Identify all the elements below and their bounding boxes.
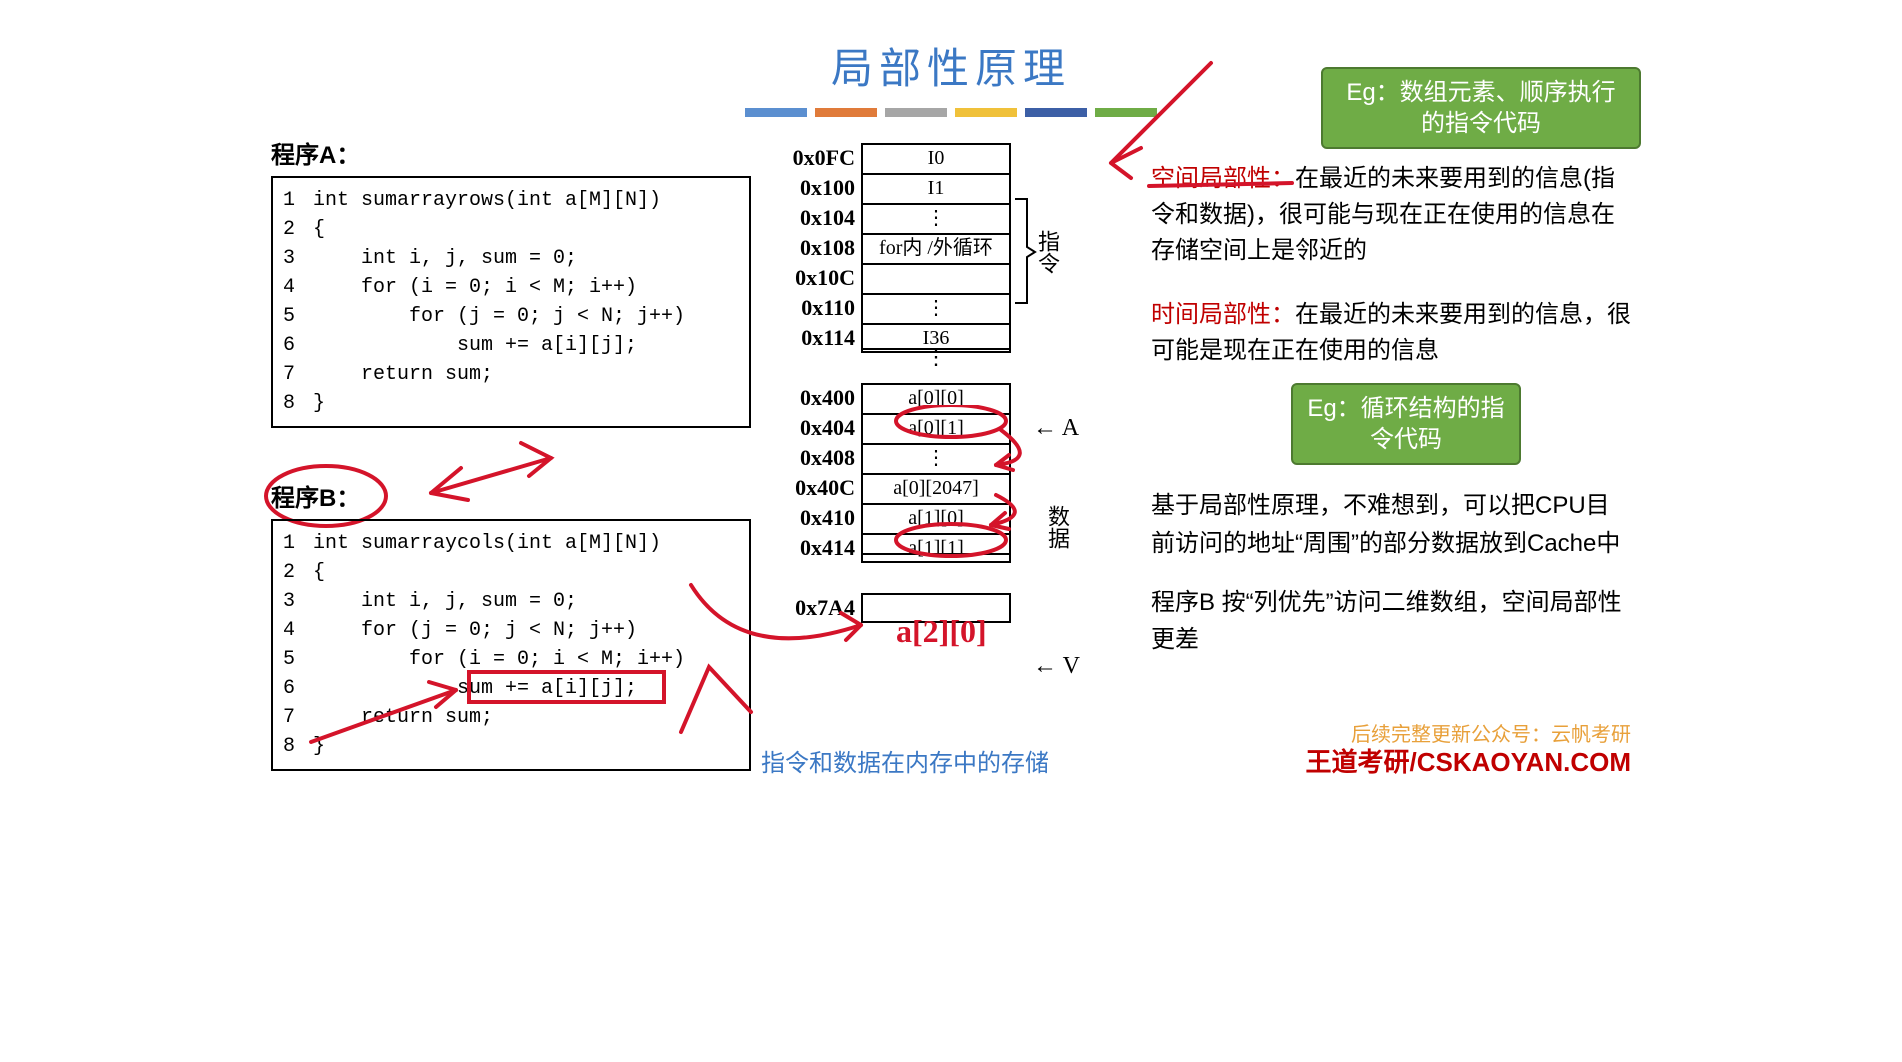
code-line: 8} [283,732,739,761]
code-line: 4 for (i = 0; i < M; i++) [283,273,739,302]
code-line: 8} [283,389,739,418]
mem-cell: a[0][0] [861,383,1011,413]
color-bar [885,108,947,117]
code-line: 3 int i, j, sum = 0; [283,587,739,616]
mem-cell: ⋮ [861,293,1011,323]
mem-cell: I0 [861,143,1011,173]
mem-row: 0x400a[0][0] [781,383,1121,413]
footer-brand: 王道考研/CSKAOYAN.COM [1305,742,1631,779]
code-line: 6 sum += a[i][j]; [283,674,739,703]
mem-row: 0x100I1 [781,173,1121,203]
code-line: 2{ [283,215,739,244]
code-line: 1int sumarrayrows(int a[M][N]) [283,186,739,215]
mem-cell: a[0][1] [861,413,1011,443]
data-side-label: 数据 [1041,505,1073,549]
mem-addr: 0x104 [781,205,861,231]
program-a-code: 1int sumarrayrows(int a[M][N])2{3 int i,… [271,176,751,428]
temporal-term: 时间局部性： [1151,301,1295,328]
mem-cell [861,593,1011,623]
mem-cell: for内 /外循环 [861,233,1011,263]
memory-caption: 指令和数据在内存中的存储 [761,743,1141,778]
mem-addr: 0x408 [781,445,861,471]
memory-table: 0x0FCI00x100I10x104⋮0x108for内 /外循环0x10C0… [781,143,1121,623]
mem-addr: 0x404 [781,415,861,441]
code-line: 4 for (j = 0; j < N; j++) [283,616,739,645]
program-a-label: 程序A： [271,135,751,170]
mem-addr: 0x100 [781,175,861,201]
temporal-def: 时间局部性：在最近的未来要用到的信息，很可能是现在正在使用的信息 [1151,297,1631,369]
callout-spatial-eg: Eg：数组元素、顺序执行的指令代码 [1321,67,1641,149]
mem-row: 0x7A4 [781,593,1121,623]
spatial-term: 空间局部性： [1151,165,1295,192]
mem-addr: 0x40C [781,475,861,501]
arrow-v-label: ← V [1033,653,1080,680]
mem-row: 0x408⋮ [781,443,1121,473]
mem-addr: 0x7A4 [781,595,861,621]
mem-cell: I1 [861,173,1011,203]
mem-addr: 0x414 [781,535,861,561]
mem-row: 0x0FCI0 [781,143,1121,173]
callout-temporal-eg: Eg：循环结构的指令代码 [1291,383,1521,465]
code-line: 2{ [283,558,739,587]
mem-cell [861,263,1011,293]
conclusion1: 基于局部性原理，不难想到，可以把CPU目前访问的地址“周围”的部分数据放到Cac… [1151,487,1631,561]
mem-cell: ⋮ [861,443,1011,473]
code-line: 7 return sum; [283,360,739,389]
mem-gap [781,563,1121,593]
mem-cell: a[0][2047] [861,473,1011,503]
instr-side-label: 指令 [1031,230,1063,274]
color-bar [815,108,877,117]
mem-row: 0x104⋮ [781,203,1121,233]
label-a: A [1062,415,1079,441]
callout2-text: Eg：循环结构的指令代码 [1307,395,1504,453]
color-bar [955,108,1017,117]
mem-addr: 0x0FC [781,145,861,171]
program-b-code: 1int sumarraycols(int a[M][N])2{3 int i,… [271,519,751,771]
conclusion2: 程序B 按“列优先”访问二维数组，空间局部性更差 [1151,584,1631,658]
code-line: 5 for (i = 0; i < M; i++) [283,645,739,674]
mem-addr: 0x400 [781,385,861,411]
mem-row: 0x10C [781,263,1121,293]
color-bar [1025,108,1087,117]
code-line: 3 int i, j, sum = 0; [283,244,739,273]
mem-row: 0x40Ca[0][2047] [781,473,1121,503]
callout1-text: Eg：数组元素、顺序执行的指令代码 [1346,79,1615,137]
mem-cell: ⋮ [861,203,1011,233]
code-line: 7 return sum; [283,703,739,732]
color-bar [745,108,807,117]
mem-addr: 0x108 [781,235,861,261]
label-v: V [1063,653,1080,679]
mem-gap: ⋮ [781,353,1121,383]
arrow-a-label: ← A [1033,415,1079,442]
code-line: 1int sumarraycols(int a[M][N]) [283,529,739,558]
mem-addr: 0x10C [781,265,861,291]
spatial-def: 空间局部性：在最近的未来要用到的信息(指令和数据)，很可能与现在正在使用的信息在… [1151,161,1631,269]
code-line: 5 for (j = 0; j < N; j++) [283,302,739,331]
mem-addr: 0x114 [781,325,861,351]
color-bar [1095,108,1157,117]
mem-row: 0x110⋮ [781,293,1121,323]
mem-cell: a[1][0] [861,503,1011,533]
mem-row: 0x108for内 /外循环 [781,233,1121,263]
code-line: 6 sum += a[i][j]; [283,331,739,360]
program-b-label: 程序B： [271,478,360,513]
mem-addr: 0x110 [781,295,861,321]
mem-addr: 0x410 [781,505,861,531]
